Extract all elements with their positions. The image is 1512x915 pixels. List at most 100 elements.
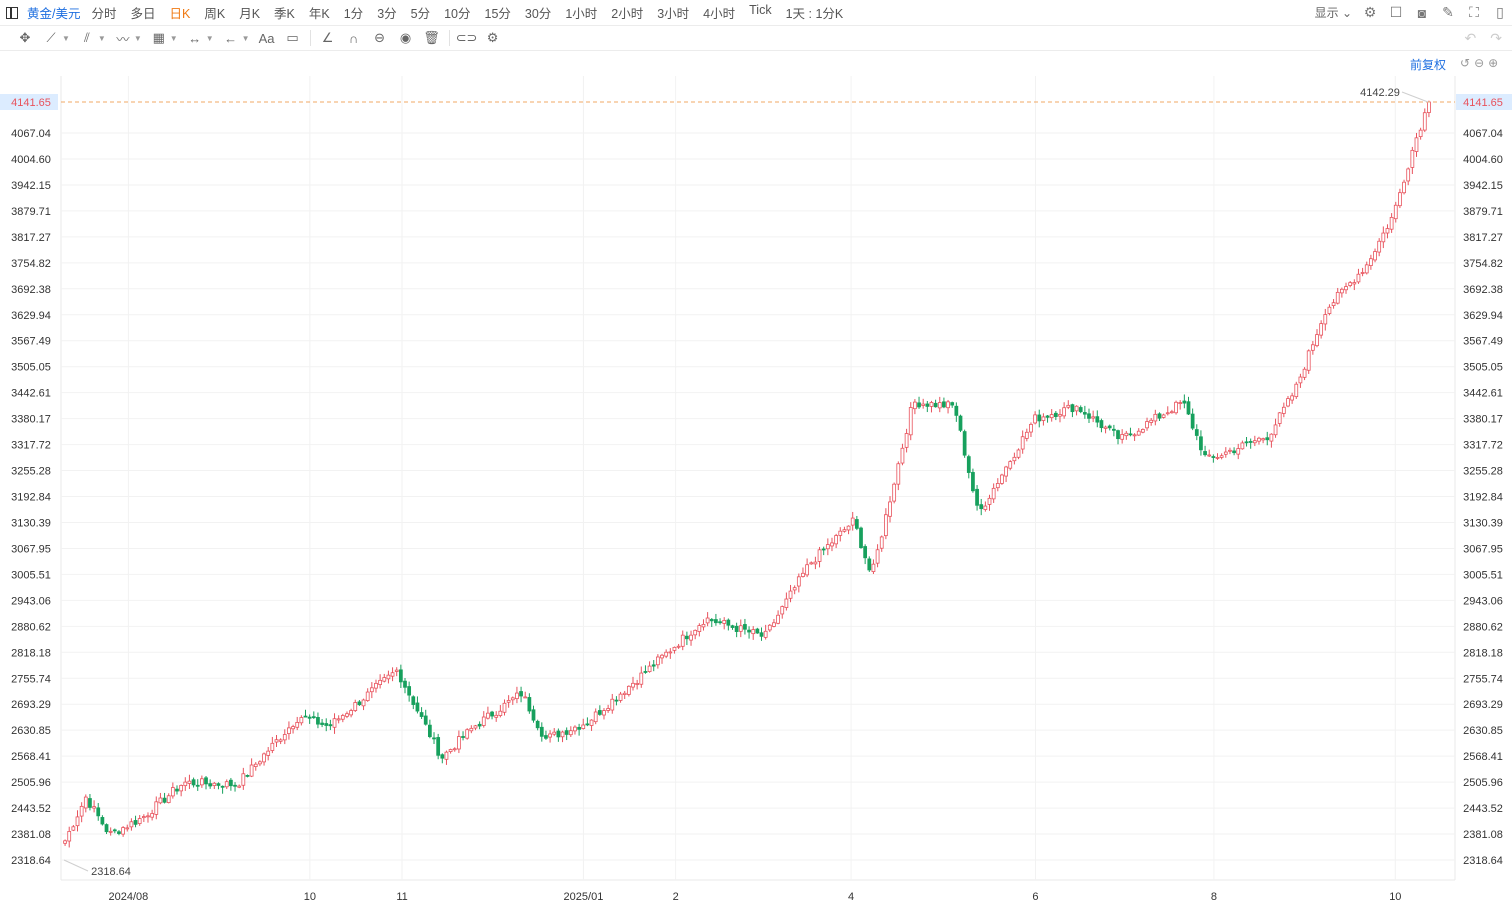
candle-body — [1008, 461, 1013, 469]
candle-body — [908, 407, 913, 436]
period-tab[interactable]: 季K — [274, 7, 295, 21]
period-tab[interactable]: 10分 — [444, 7, 471, 21]
chevron-down-icon[interactable]: ▼ — [62, 33, 70, 43]
period-tab[interactable]: 1小时 — [565, 7, 598, 21]
display-menu[interactable]: 显示 ⌄ — [1314, 6, 1352, 20]
candle-body — [129, 821, 134, 828]
fullscreen-icon[interactable]: ⛶ — [1469, 4, 1479, 20]
period-tab[interactable]: 1天 : 1分K — [785, 7, 844, 21]
candle-body — [75, 816, 80, 827]
y-tick-label-left: 3442.61 — [11, 388, 51, 400]
candle-body — [1215, 457, 1220, 459]
divider — [448, 30, 450, 46]
wave-tool-icon[interactable]: 〰 — [116, 31, 130, 47]
candle-body — [353, 702, 358, 711]
measure-tool-icon[interactable]: ↔ — [188, 30, 202, 46]
period-tab[interactable]: 4小时 — [703, 7, 736, 21]
period-tab[interactable]: 3分 — [377, 7, 397, 21]
period-tab[interactable]: 周K — [204, 7, 226, 21]
comment-icon[interactable]: ▭ — [286, 30, 299, 45]
period-tab[interactable]: 5分 — [410, 7, 431, 21]
symbol-name[interactable]: 黄金/美元 — [27, 7, 81, 21]
candle-body — [452, 748, 457, 751]
candle-body — [150, 813, 154, 818]
y-tick-label-left: 3192.84 — [11, 492, 51, 504]
candle-body — [349, 710, 353, 716]
period-tab[interactable]: 日K — [169, 7, 191, 21]
period-tab[interactable]: 30分 — [524, 7, 552, 21]
chevron-down-icon[interactable]: ▼ — [97, 33, 106, 43]
candle-body — [187, 780, 192, 784]
candle-body — [805, 564, 809, 576]
zoom-out-icon[interactable]: ⊖ — [1474, 56, 1485, 70]
candle-body — [486, 712, 490, 719]
text-tool-icon[interactable]: Aa — [258, 30, 275, 46]
candle-body — [763, 630, 768, 638]
y-tick-label-left: 2755.74 — [11, 673, 51, 685]
period-tab[interactable]: 2小时 — [611, 7, 644, 21]
y-tick-label-left: 3942.15 — [11, 180, 51, 192]
undo-icon[interactable]: ↶ — [1464, 30, 1477, 46]
angle-icon[interactable]: ∠ — [321, 30, 334, 45]
line-tool-icon[interactable]: ⟋ — [46, 30, 56, 45]
candle-body — [1273, 424, 1278, 436]
fib-tool-icon[interactable]: ▦ — [152, 30, 165, 45]
compare-icon[interactable]: ⊂⊃ — [455, 30, 478, 45]
candle-body — [67, 831, 72, 842]
candle-body — [830, 542, 834, 547]
candle-body — [469, 727, 474, 732]
lock-icon[interactable]: ⊖ — [374, 30, 385, 45]
settings-gear-icon[interactable]: ⚙ — [1363, 4, 1377, 20]
candle-body — [498, 710, 503, 716]
period-tab[interactable]: 年K — [308, 7, 330, 21]
y-tick-label-right: 2318.64 — [1463, 855, 1503, 867]
y-tick-label-right: 3817.27 — [1463, 232, 1503, 244]
chevron-down-icon[interactable]: ▼ — [169, 33, 178, 43]
candle-body — [577, 727, 581, 730]
period-tab[interactable]: 多日 — [130, 7, 156, 21]
candle-body — [258, 761, 262, 765]
candle-body — [573, 726, 577, 732]
candle-body — [1344, 286, 1348, 291]
candle-body — [564, 730, 569, 735]
candle-body — [875, 549, 880, 564]
period-tab[interactable]: 15分 — [484, 7, 511, 21]
candle-body — [838, 530, 843, 536]
camera-icon[interactable]: ◙ — [1417, 4, 1427, 21]
divider — [309, 30, 311, 46]
eye-icon[interactable]: ◉ — [399, 30, 412, 45]
layout-panel-icon[interactable] — [6, 6, 18, 19]
candle-body — [714, 619, 718, 624]
period-tab[interactable]: 分时 — [91, 7, 117, 21]
sidebar-toggle-icon[interactable]: ▯ — [1496, 4, 1504, 20]
chevron-down-icon[interactable]: ▼ — [241, 33, 250, 43]
candle-body — [917, 402, 921, 408]
price-adjust-toggle[interactable]: 前复权 — [1410, 58, 1447, 72]
candle-body — [1302, 368, 1307, 378]
arrow-tool-icon[interactable]: ← — [224, 30, 238, 46]
pencil-icon[interactable]: ✎ — [1442, 4, 1454, 20]
channel-tool-icon[interactable]: ⫽ — [84, 30, 90, 45]
candle-body — [473, 725, 478, 729]
period-tab[interactable]: Tick — [749, 3, 772, 17]
chevron-down-icon[interactable]: ▼ — [205, 33, 214, 43]
period-tab[interactable]: 1分 — [343, 7, 364, 21]
trash-icon[interactable]: 🗑 — [423, 30, 440, 45]
chevron-down-icon[interactable]: ▼ — [133, 33, 142, 43]
toolbar-settings-icon[interactable]: ⚙ — [486, 30, 499, 45]
candle-body — [656, 656, 660, 666]
y-tick-label-left: 3567.49 — [11, 336, 51, 348]
zoom-in-icon[interactable]: ⊕ — [1488, 56, 1499, 70]
candle-body — [166, 795, 171, 803]
period-tab[interactable]: 3小时 — [657, 7, 690, 21]
reset-icon[interactable]: ↺ — [1460, 56, 1471, 70]
move-cross-icon[interactable]: ✥ — [19, 30, 31, 45]
x-tick-label: 8 — [1211, 891, 1217, 903]
layout-square-icon[interactable]: ☐ — [1389, 4, 1403, 20]
magnet-icon[interactable]: ∩ — [348, 30, 359, 46]
period-tab[interactable]: 月K — [239, 7, 261, 21]
candle-body — [92, 806, 96, 809]
redo-icon[interactable]: ↷ — [1490, 30, 1502, 46]
candle-body — [846, 525, 851, 531]
